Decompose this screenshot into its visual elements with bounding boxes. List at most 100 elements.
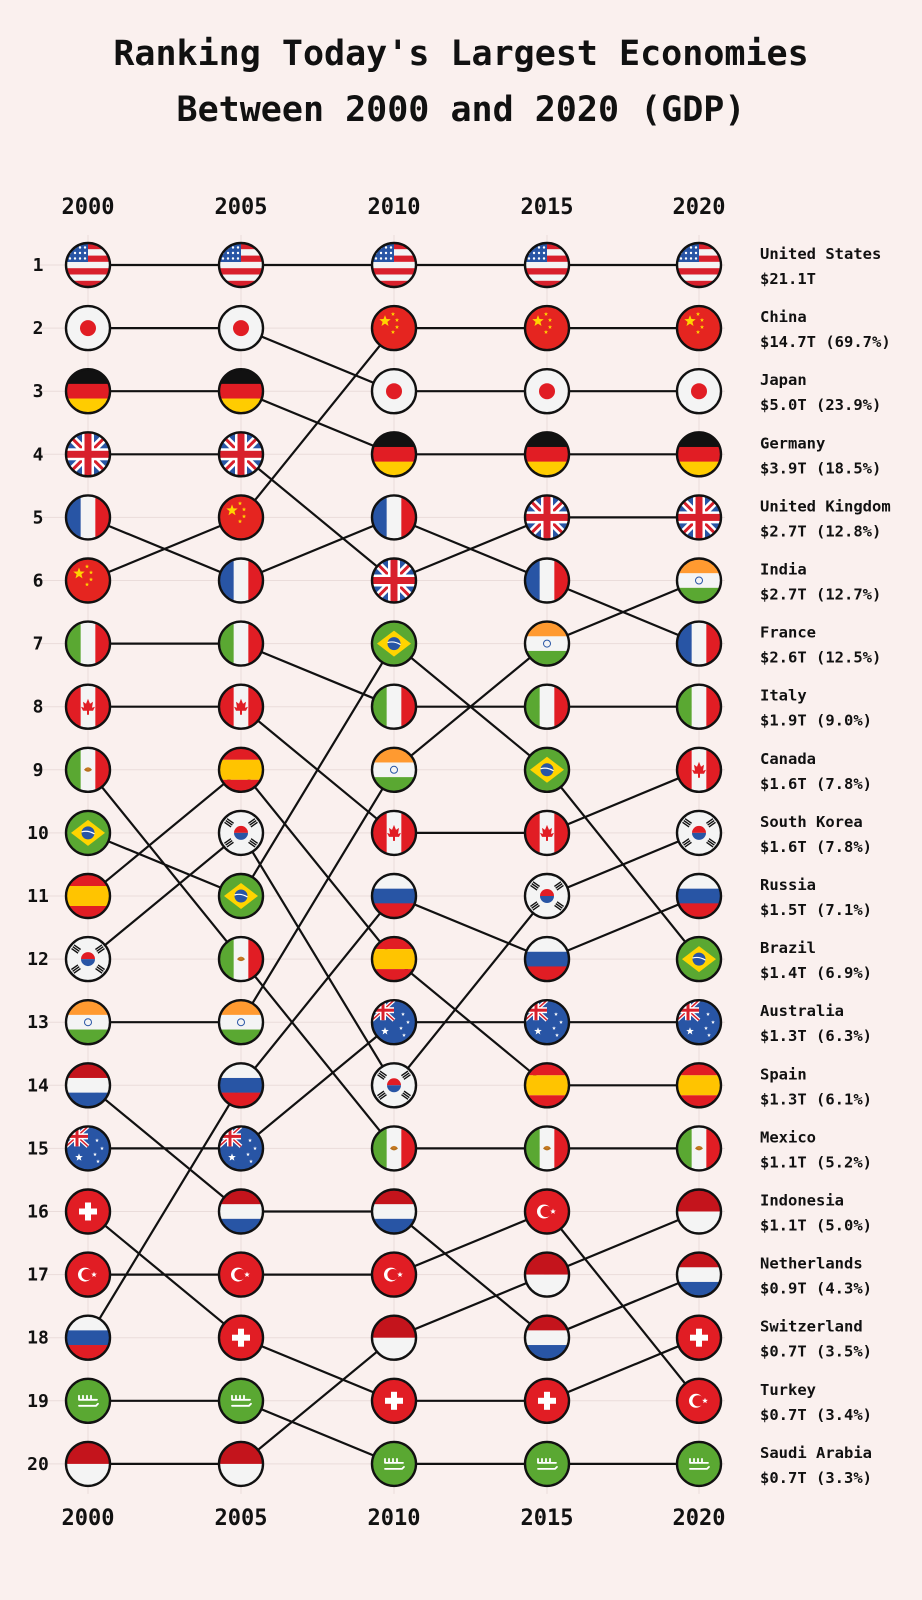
rank-label: 9 [33, 760, 44, 781]
country-name-label: Australia [760, 1002, 844, 1020]
switzerland-flag-icon [64, 1188, 112, 1235]
netherlands-flag-icon [217, 1188, 265, 1235]
germany-flag-icon [675, 431, 723, 478]
china-flag-icon [370, 304, 418, 352]
rank-label: 20 [27, 1454, 49, 1475]
country-name-label: Italy [760, 687, 807, 705]
gdp-value-label: $0.7T (3.3%) [760, 1469, 872, 1487]
year-label-top: 2000 [62, 195, 115, 220]
rank-label: 14 [27, 1075, 49, 1096]
country-name-label: United States [760, 245, 881, 263]
uk-flag-icon [64, 431, 112, 478]
switzerland-flag-icon [523, 1377, 571, 1425]
rank-label: 3 [33, 381, 44, 402]
country-name-label: Germany [760, 434, 825, 452]
indonesia-flag-icon [217, 1440, 265, 1488]
year-label-bottom: 2020 [673, 1506, 726, 1531]
france-flag-icon [370, 494, 418, 541]
gdp-value-label: $2.6T (12.5%) [760, 649, 881, 667]
gdp-value-label: $1.3T (6.3%) [760, 1027, 872, 1045]
saudi-arabia-flag-icon [370, 1440, 418, 1488]
italy-flag-icon [523, 683, 571, 730]
china-flag-icon [217, 494, 265, 541]
germany-flag-icon [523, 431, 571, 478]
gdp-value-label: $1.9T (9.0%) [760, 712, 872, 730]
brazil-flag-icon [370, 620, 418, 667]
country-name-label: Netherlands [760, 1255, 863, 1273]
canada-flag-icon [64, 683, 112, 730]
title-line-1: Ranking Today's Largest Economies [113, 34, 809, 74]
germany-flag-icon [217, 368, 265, 415]
japan-flag-icon [370, 368, 418, 415]
italy-flag-icon [370, 683, 418, 730]
gdp-value-label: $0.9T (4.3%) [760, 1280, 872, 1298]
south-korea-flag-icon [523, 872, 571, 920]
axis-labels: 2000200020052005201020102015201520202020… [27, 195, 725, 1531]
france-flag-icon [523, 557, 571, 604]
india-flag-icon [64, 999, 112, 1046]
year-label-top: 2005 [215, 195, 268, 220]
rank-label: 1 [33, 255, 44, 276]
gdp-value-label: $0.7T (3.4%) [760, 1406, 872, 1424]
turkey-flag-icon [64, 1251, 112, 1298]
gdp-value-label: $21.1T [760, 270, 816, 288]
japan-flag-icon [64, 304, 112, 352]
turkey-flag-icon [523, 1188, 571, 1235]
country-name-label: Canada [760, 750, 816, 768]
uk-flag-icon [217, 431, 265, 478]
us-flag-icon [523, 241, 571, 289]
saudi-arabia-flag-icon [675, 1440, 723, 1488]
flag-markers [64, 241, 723, 1488]
rank-label: 10 [27, 823, 49, 844]
netherlands-flag-icon [523, 1314, 571, 1361]
us-flag-icon [370, 241, 418, 289]
france-flag-icon [64, 494, 112, 541]
year-label-top: 2020 [673, 195, 726, 220]
italy-flag-icon [217, 620, 265, 667]
country-name-label: Saudi Arabia [760, 1444, 872, 1462]
spain-flag-icon [523, 1062, 571, 1109]
netherlands-flag-icon [675, 1251, 723, 1298]
country-name-label: China [760, 308, 807, 326]
australia-flag-icon [675, 999, 723, 1046]
country-name-label: Indonesia [760, 1192, 844, 1210]
brazil-flag-icon [64, 809, 112, 857]
gdp-value-label: $1.6T (7.8%) [760, 775, 872, 793]
turkey-flag-icon [217, 1251, 265, 1298]
mexico-flag-icon [675, 1125, 723, 1172]
saudi-arabia-flag-icon [217, 1377, 265, 1425]
gdp-value-label: $14.7T (69.7%) [760, 333, 891, 351]
year-label-top: 2015 [521, 195, 574, 220]
chart-title: Ranking Today's Largest Economies Betwee… [0, 26, 922, 138]
india-flag-icon [217, 999, 265, 1046]
gdp-value-label: $1.1T (5.2%) [760, 1153, 872, 1171]
mexico-flag-icon [370, 1125, 418, 1172]
saudi-arabia-flag-icon [64, 1377, 112, 1425]
italy-flag-icon [675, 683, 723, 730]
gdp-value-label: $1.4T (6.9%) [760, 964, 872, 982]
rank-label: 5 [33, 507, 44, 528]
japan-flag-icon [217, 304, 265, 352]
rank-label: 15 [27, 1138, 49, 1159]
germany-flag-icon [64, 368, 112, 415]
netherlands-flag-icon [370, 1188, 418, 1235]
mexico-flag-icon [523, 1125, 571, 1172]
germany-flag-icon [370, 431, 418, 478]
russia-flag-icon [523, 935, 571, 983]
year-label-bottom: 2000 [62, 1506, 115, 1531]
brazil-flag-icon [523, 746, 571, 793]
brazil-flag-icon [217, 872, 265, 920]
indonesia-flag-icon [370, 1314, 418, 1361]
gdp-value-label: $1.3T (6.1%) [760, 1090, 872, 1108]
australia-flag-icon [523, 999, 571, 1046]
south-korea-flag-icon [370, 1062, 418, 1109]
gdp-value-label: $1.5T (7.1%) [760, 901, 872, 919]
country-name-label: United Kingdom [760, 497, 891, 515]
japan-flag-icon [675, 368, 723, 415]
canada-flag-icon [675, 746, 723, 793]
uk-flag-icon [675, 494, 723, 541]
south-korea-flag-icon [64, 935, 112, 983]
rank-label: 7 [33, 634, 44, 655]
india-flag-icon [523, 620, 571, 667]
